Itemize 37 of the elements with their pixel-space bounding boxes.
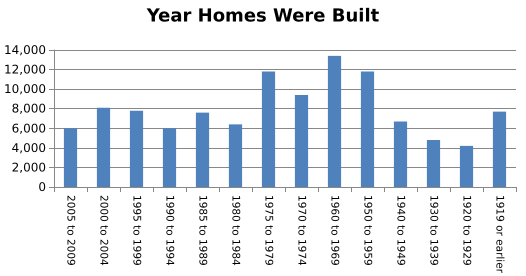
y-tick-label: 14,000 <box>4 43 46 57</box>
bar <box>426 140 440 188</box>
bar <box>64 128 78 188</box>
x-tick-label: 1980 to 1984 <box>230 195 242 266</box>
x-tick-label: 1920 to 1929 <box>460 195 472 266</box>
x-tick-label: 1975 to 1979 <box>262 195 274 266</box>
y-tick-label: 6,000 <box>12 121 46 136</box>
bar <box>262 72 276 188</box>
x-tick-label: 1985 to 1989 <box>196 195 208 266</box>
bar <box>130 110 144 188</box>
y-tick-label: 12,000 <box>4 62 46 77</box>
bar <box>162 128 176 188</box>
x-tick-label: 1930 to 1939 <box>428 195 440 266</box>
y-tick-label: 4,000 <box>12 140 46 155</box>
y-tick-label: 2,000 <box>12 160 46 174</box>
y-tick-label: 0 <box>38 180 46 194</box>
y-tick-label: 8,000 <box>12 102 46 116</box>
bar <box>294 95 308 188</box>
chart-title: Year Homes Were Built <box>146 6 380 26</box>
x-tick-label: 2000 to 2004 <box>98 195 110 266</box>
x-tick-label: 1950 to 1959 <box>362 195 374 266</box>
bar <box>228 124 242 188</box>
x-tick-label: 1995 to 1999 <box>130 195 142 266</box>
bar <box>492 112 506 188</box>
x-tick-label: 2005 to 2009 <box>64 195 76 266</box>
x-tick-label: 1940 to 1949 <box>394 195 406 266</box>
x-tick-label: 1970 to 1974 <box>296 195 308 266</box>
bar <box>96 108 110 188</box>
bar <box>196 112 210 188</box>
bar <box>328 56 342 188</box>
bar <box>394 121 408 188</box>
bar <box>460 146 474 188</box>
y-tick-label: 10,000 <box>4 82 46 96</box>
x-tick-label: 1960 to 1969 <box>328 195 340 266</box>
x-tick-label: 1919 or earlier <box>494 195 506 274</box>
x-tick-label: 1990 to 1994 <box>164 195 176 266</box>
bar <box>360 72 374 188</box>
